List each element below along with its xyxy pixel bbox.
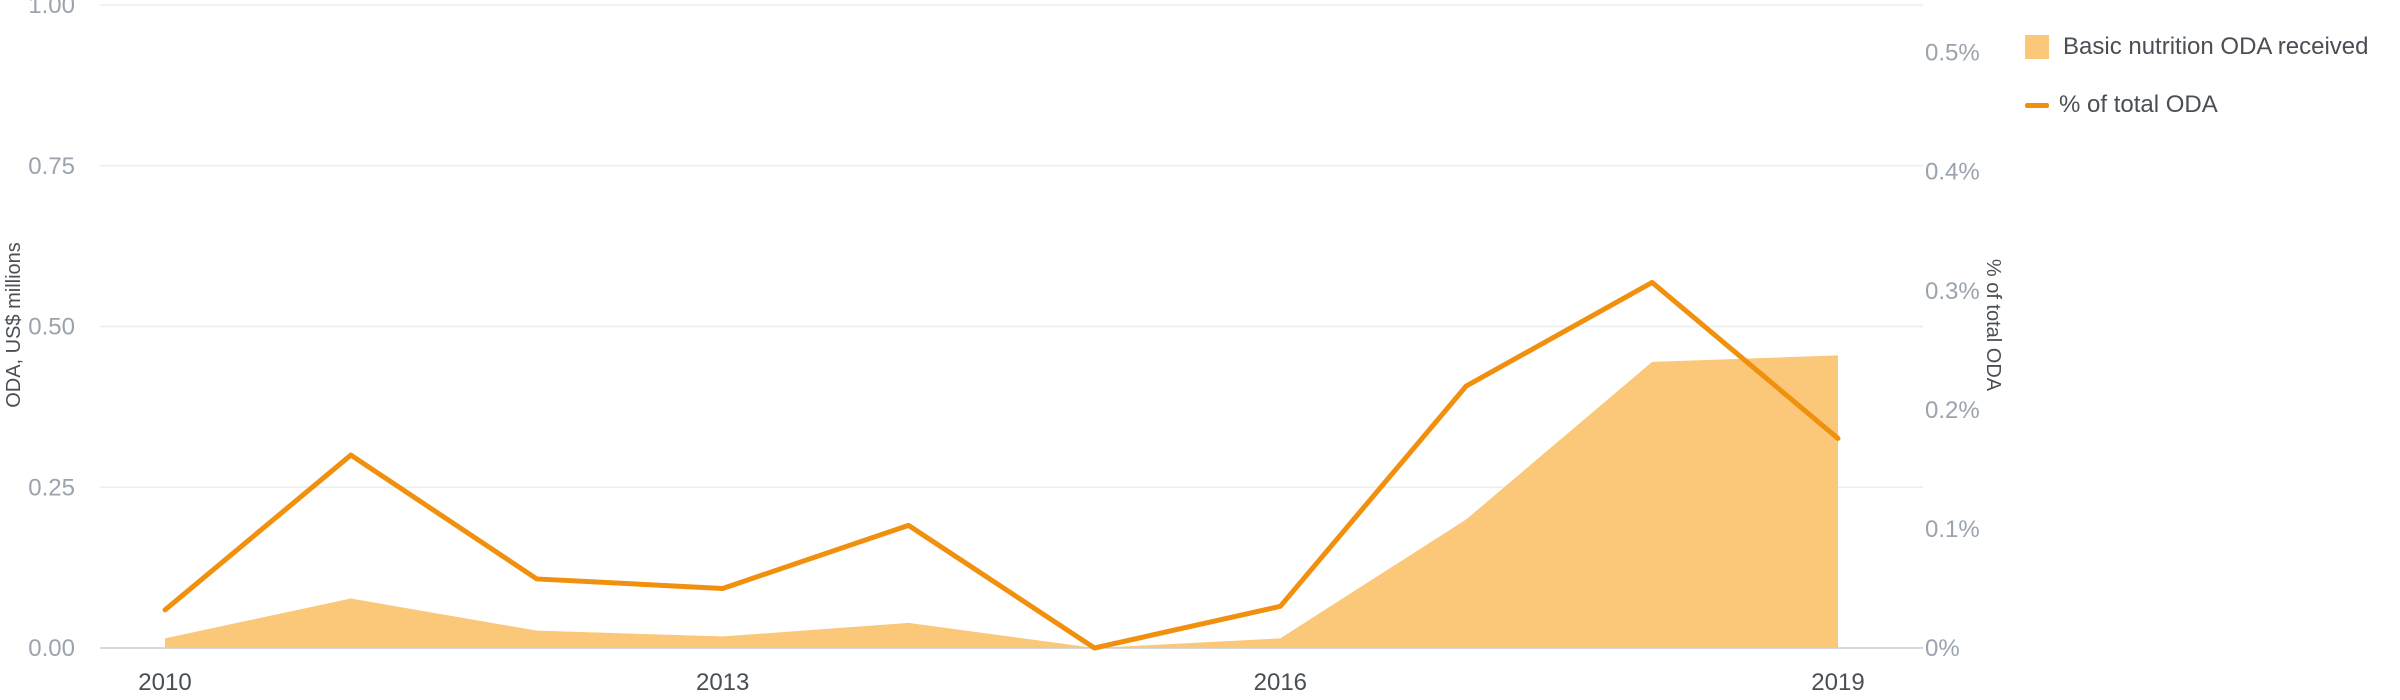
line-series (162, 279, 1841, 651)
x-tick-label: 2019 (1811, 669, 1864, 696)
y2-tick-label: 0.1% (1925, 516, 1980, 543)
line-pct-total-oda (162, 279, 1841, 651)
legend-item-area[interactable]: Basic nutrition ODA received (2025, 18, 2368, 76)
y-tick-label: 0.00 (28, 635, 75, 662)
legend-swatch-area (2025, 35, 2049, 59)
y2-tick-label: 0.3% (1925, 278, 1980, 305)
x-tick-label: 2013 (696, 669, 749, 696)
left-axis-ticks: 0.00 0.25 0.50 0.75 1.00 (28, 0, 75, 662)
y-tick-label: 0.75 (28, 153, 75, 180)
y-tick-label: 0.25 (28, 474, 75, 501)
y-tick-label: 0.50 (28, 314, 75, 341)
y2-tick-label: 0% (1925, 635, 1960, 662)
x-tick-label: 2016 (1254, 669, 1307, 696)
y2-tick-label: 0.5% (1925, 40, 1980, 67)
legend-label-area: Basic nutrition ODA received (2063, 33, 2369, 60)
y2-tick-label: 0.4% (1925, 159, 1980, 186)
y2-axis-title: % of total ODA (1982, 259, 2004, 392)
legend-item-line[interactable]: % of total ODA (2025, 76, 2368, 134)
x-axis-ticks: 2010 2013 2016 2019 (138, 669, 1864, 696)
legend-label-line: % of total ODA (2059, 91, 2218, 118)
area-series (165, 355, 1838, 648)
x-tick-label: 2010 (138, 669, 191, 696)
legend: Basic nutrition ODA received % of total … (2025, 18, 2368, 134)
legend-swatch-line (2025, 102, 2049, 108)
area-basic-nutrition (165, 355, 1838, 648)
y-axis-title: ODA, US$ millions (3, 242, 25, 408)
y-tick-label: 1.00 (28, 0, 75, 19)
y2-tick-label: 0.2% (1925, 397, 1980, 424)
right-axis-ticks: 0% 0.1% 0.2% 0.3% 0.4% 0.5% (1925, 40, 1980, 662)
